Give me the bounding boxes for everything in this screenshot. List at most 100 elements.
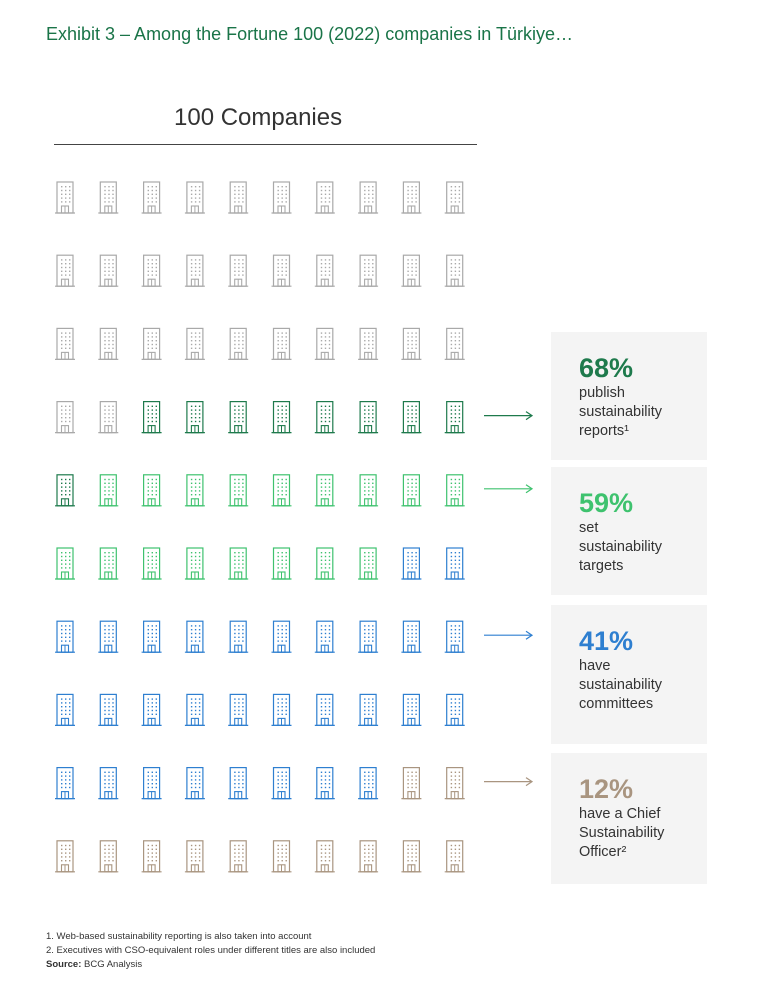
building-icon xyxy=(55,401,75,434)
building-icon xyxy=(228,327,249,360)
building-icon xyxy=(358,474,379,507)
arrow-2 xyxy=(484,484,534,494)
building-icon xyxy=(314,547,335,580)
building-icon xyxy=(401,547,422,580)
building-icon xyxy=(358,620,379,653)
building-icon xyxy=(314,401,335,434)
building-icon xyxy=(444,693,465,727)
building-icon xyxy=(141,693,162,727)
building-icon xyxy=(271,693,292,727)
building-icon xyxy=(184,547,205,580)
building-icon xyxy=(358,547,379,580)
building-icon xyxy=(271,401,292,434)
building-icon xyxy=(444,766,465,800)
building-icon xyxy=(358,401,379,434)
building-icon xyxy=(228,181,249,214)
building-icon xyxy=(444,620,465,653)
building-icon xyxy=(401,840,422,873)
stat-percent-reports: 68% xyxy=(579,353,634,383)
chart-subtitle: 100 Companies xyxy=(174,104,343,131)
building-icon xyxy=(98,181,119,214)
building-icon xyxy=(314,254,335,287)
source-text: BCG Analysis xyxy=(81,959,143,970)
building-icon xyxy=(271,474,292,507)
stat-label-reports: publish sustainability reports¹ xyxy=(579,385,663,439)
building-icon xyxy=(271,620,292,653)
building-icon xyxy=(401,254,422,287)
building-icon xyxy=(98,474,119,507)
footnotes: 1. Web-based sustainability reporting is… xyxy=(46,930,375,972)
building-icon xyxy=(228,547,249,580)
building-icon xyxy=(358,181,379,214)
building-icon xyxy=(141,474,162,507)
building-icon xyxy=(444,327,465,360)
footnote-1: 1. Web-based sustainability reporting is… xyxy=(46,931,312,942)
building-icon xyxy=(401,327,422,360)
building-icon xyxy=(98,840,119,873)
building-icon xyxy=(228,766,249,800)
building-icon xyxy=(271,181,292,214)
building-icon xyxy=(141,840,162,873)
building-icon xyxy=(55,766,75,800)
building-icon xyxy=(314,766,335,800)
building-icon xyxy=(314,327,335,360)
building-icon xyxy=(55,474,75,507)
arrow-1 xyxy=(484,411,534,421)
arrow-3 xyxy=(484,630,534,640)
building-icon xyxy=(184,766,205,800)
stat-label-targets: set sustainability targets xyxy=(579,520,663,574)
building-icon xyxy=(184,327,205,360)
building-icon xyxy=(228,401,249,434)
building-icon xyxy=(228,254,249,287)
building-icon xyxy=(55,327,75,360)
source-line: Source: BCG Analysis xyxy=(46,958,375,972)
building-icon xyxy=(98,327,119,360)
building-icon xyxy=(55,840,75,873)
building-icon xyxy=(401,620,422,653)
building-icon xyxy=(98,547,119,580)
building-icon xyxy=(228,620,249,653)
building-icon xyxy=(55,181,75,214)
building-icon xyxy=(358,840,379,873)
building-icon xyxy=(271,327,292,360)
building-icon xyxy=(314,181,335,214)
building-icon xyxy=(358,254,379,287)
building-icon xyxy=(401,474,422,507)
footnote-2: 2. Executives with CSO-equivalent roles … xyxy=(46,945,376,956)
building-icon xyxy=(141,766,162,800)
building-icon xyxy=(358,327,379,360)
arrow-4 xyxy=(484,777,534,787)
building-icon xyxy=(98,401,119,434)
building-icon xyxy=(184,254,205,287)
stat-panel-committees: 41% have sustainability committees xyxy=(551,605,707,744)
building-icon xyxy=(271,254,292,287)
building-icon xyxy=(184,474,205,507)
building-icon xyxy=(401,693,422,727)
building-icon xyxy=(55,693,75,727)
building-icon xyxy=(184,181,205,214)
stat-percent-committees: 41% xyxy=(579,626,634,656)
building-icon xyxy=(141,181,162,214)
building-icon xyxy=(314,693,335,727)
building-icon xyxy=(444,181,465,214)
building-icon xyxy=(184,620,205,653)
building-icon xyxy=(98,693,119,727)
building-icon xyxy=(98,620,119,653)
building-icon xyxy=(184,840,205,873)
source-label: Source: xyxy=(46,959,82,970)
stat-label-cso: have a Chief Sustainability Officer² xyxy=(579,806,665,860)
building-icon xyxy=(444,547,465,580)
stat-panel-targets: 59% set sustainability targets xyxy=(551,467,707,595)
subtitle-divider xyxy=(54,144,477,145)
building-icon xyxy=(271,547,292,580)
stat-percent-cso: 12% xyxy=(579,774,634,804)
building-icon xyxy=(228,693,249,727)
building-icon xyxy=(55,254,75,287)
building-icon xyxy=(141,327,162,360)
building-icon xyxy=(444,401,465,434)
building-icon xyxy=(141,254,162,287)
building-icon xyxy=(141,620,162,653)
building-icon xyxy=(314,474,335,507)
